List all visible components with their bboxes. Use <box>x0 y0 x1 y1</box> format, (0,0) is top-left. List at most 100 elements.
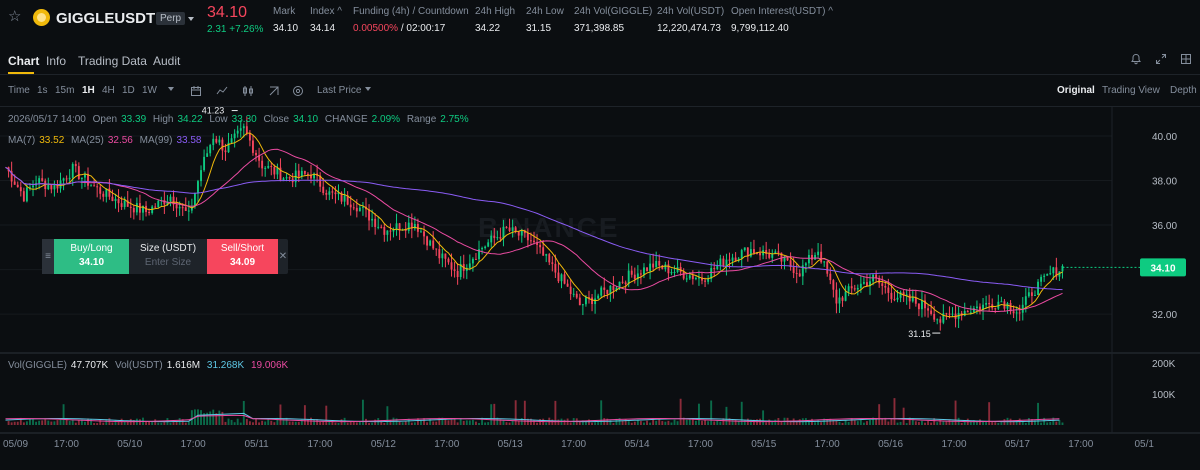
buy-long-button[interactable]: Buy/Long 34.10 <box>54 239 129 274</box>
volume-bar <box>1043 417 1046 425</box>
calendar-icon[interactable] <box>190 85 202 100</box>
candle-body <box>343 195 346 202</box>
volume-bar <box>554 400 557 425</box>
candle-type-icon[interactable] <box>242 85 254 100</box>
candle-body <box>780 252 783 262</box>
candle-body <box>710 268 713 279</box>
coin-logo-icon <box>33 9 50 26</box>
bell-icon[interactable] <box>1130 53 1142 65</box>
interval-1h[interactable]: 1H <box>82 85 95 96</box>
interval-1d[interactable]: 1D <box>122 85 135 96</box>
candle-body <box>948 313 951 315</box>
interval-more-dropdown[interactable] <box>164 85 174 96</box>
candle-body <box>545 254 548 256</box>
volume-bar <box>233 422 236 425</box>
volume-bar <box>255 419 257 425</box>
stat-open-interest[interactable]: Open Interest(USDT) ^ 9,799,112.40 <box>731 6 833 34</box>
view-trading-view[interactable]: Trading View <box>1102 85 1160 96</box>
volume-bar <box>404 421 407 425</box>
candle-body <box>233 133 236 139</box>
volume-bar <box>688 419 691 425</box>
tab-audit[interactable]: Audit <box>153 54 181 68</box>
interval-4h[interactable]: 4H <box>102 85 115 96</box>
volume-bar <box>175 421 178 425</box>
candle-body <box>933 313 936 320</box>
volume-bar <box>743 419 746 425</box>
volume-bar <box>820 422 823 425</box>
size-input[interactable]: Size (USDT) Enter Size <box>129 239 207 274</box>
volume-bar <box>707 421 710 425</box>
candle-body <box>639 273 642 275</box>
candle-body <box>1040 276 1043 282</box>
candle-body <box>985 302 988 305</box>
volume-bar <box>307 419 309 425</box>
volume-bar <box>853 420 856 425</box>
symbol-name[interactable]: GIGGLEUSDT <box>56 10 156 27</box>
candle-body <box>398 223 401 231</box>
volume-bar <box>597 422 600 425</box>
volume-bar <box>190 410 193 425</box>
volume-bar <box>539 419 542 425</box>
time-tick-label: 05/1 <box>1134 439 1154 450</box>
interval-1w[interactable]: 1W <box>142 85 157 96</box>
candle-body <box>126 200 129 207</box>
time-tick-label: 17:00 <box>1068 439 1093 450</box>
candle-body <box>307 173 309 175</box>
volume-bar <box>716 420 719 425</box>
volume-bar <box>352 421 355 425</box>
candle-body <box>777 251 780 253</box>
candle-body <box>148 212 151 214</box>
drawing-tools-icon[interactable] <box>268 85 280 100</box>
stat-index[interactable]: Index ^ 34.14 <box>310 6 342 34</box>
volume-bar <box>1000 422 1003 425</box>
tab-info[interactable]: Info <box>46 54 67 68</box>
grid-layout-icon[interactable] <box>1180 53 1192 65</box>
volume-bar <box>47 420 50 425</box>
candle-body <box>908 294 911 302</box>
candle-body <box>881 283 884 286</box>
volume-bar <box>591 422 593 425</box>
volume-bar <box>890 419 893 425</box>
buy-price: 34.10 <box>78 257 105 268</box>
price-type-dropdown[interactable]: Last Price <box>317 85 371 96</box>
interval-time[interactable]: Time <box>8 85 30 96</box>
view-depth[interactable]: Depth <box>1170 85 1197 96</box>
tab-chart[interactable]: Chart <box>8 54 40 68</box>
settings-icon[interactable] <box>292 85 304 100</box>
volume-bar <box>132 420 135 425</box>
candle-body <box>355 207 358 212</box>
volume-bar <box>682 417 685 425</box>
time-tick-label: 05/09 <box>3 439 28 450</box>
view-original[interactable]: Original <box>1057 85 1095 96</box>
interval-15m[interactable]: 15m <box>55 85 75 96</box>
volume-bar <box>752 419 755 425</box>
candle-body <box>184 207 187 211</box>
expand-icon[interactable] <box>1155 53 1167 65</box>
candle-body <box>722 258 725 266</box>
candle-body <box>102 193 105 197</box>
sell-short-button[interactable]: Sell/Short 34.09 <box>207 239 278 274</box>
drag-handle-icon[interactable]: ≡ <box>42 239 54 274</box>
contract-type-dropdown[interactable]: Perp <box>156 12 195 25</box>
favorite-star-icon[interactable]: ☆ <box>8 8 22 25</box>
volume-bar <box>285 417 288 425</box>
candle-body <box>1018 312 1021 314</box>
volume-bar <box>624 419 627 425</box>
candle-body <box>716 265 719 270</box>
indicator-icon[interactable] <box>216 85 228 100</box>
candle-body <box>557 272 560 282</box>
close-icon[interactable]: ✕ <box>278 251 288 262</box>
candle-body <box>267 165 270 168</box>
volume-bar <box>954 400 957 425</box>
volume-bar <box>346 422 349 425</box>
volume-bar <box>667 420 670 425</box>
volume-bar <box>316 419 319 425</box>
tab-trading-data[interactable]: Trading Data <box>78 54 147 68</box>
interval-1s[interactable]: 1s <box>37 85 48 96</box>
volume-bar <box>74 422 77 425</box>
candlestick-chart[interactable]: 40.0038.0036.0034.0032.00200K100K05/0917… <box>0 107 1200 470</box>
volume-bar <box>823 418 826 425</box>
volume-bar <box>994 422 997 425</box>
legend-close: 34.10 <box>293 114 319 125</box>
volume-bar <box>471 419 474 425</box>
